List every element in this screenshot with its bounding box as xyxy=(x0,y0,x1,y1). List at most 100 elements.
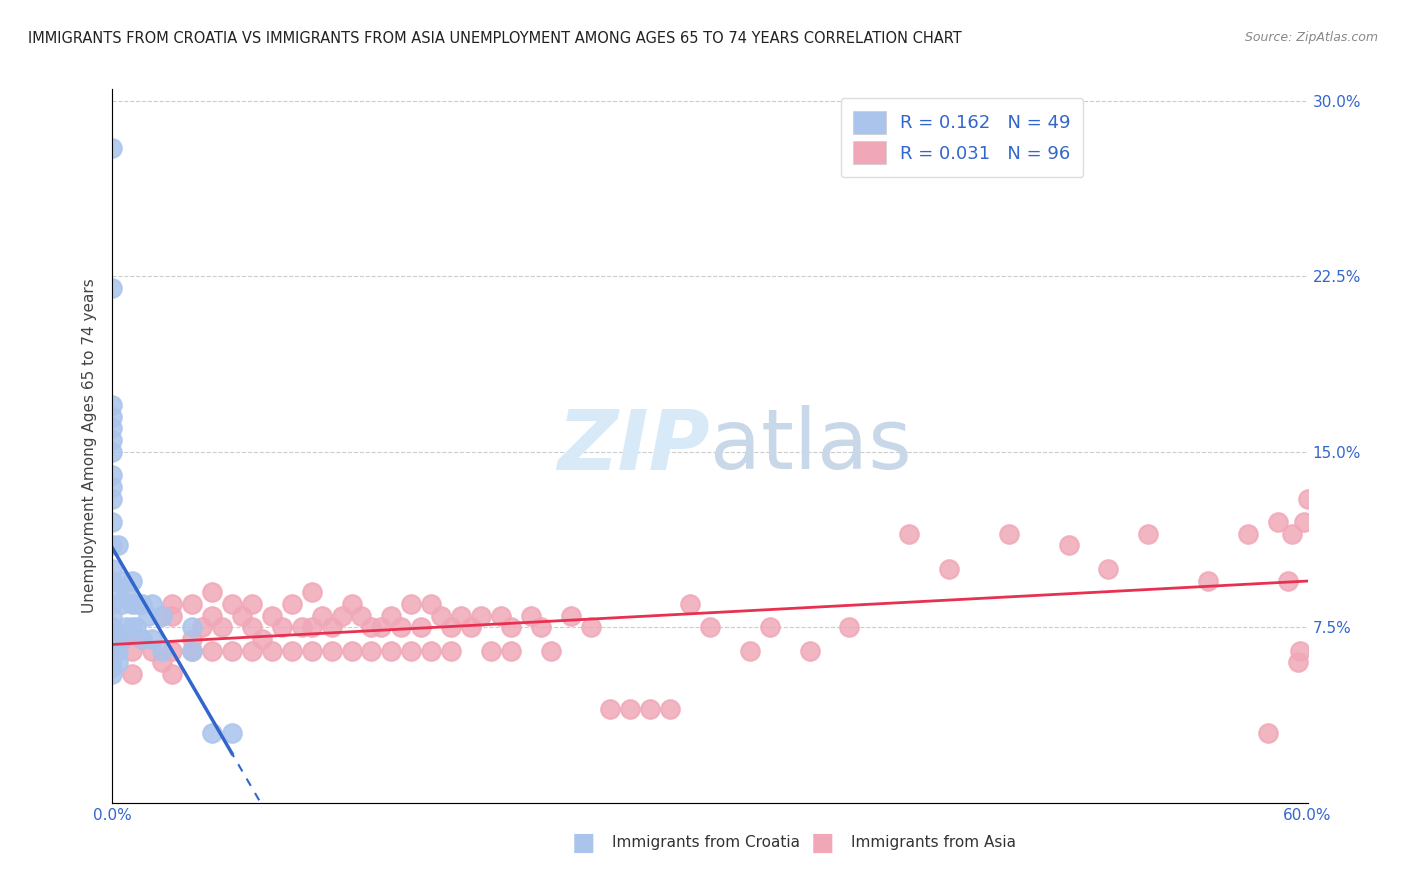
Point xyxy=(211,620,233,634)
Text: ■: ■ xyxy=(811,831,834,855)
Point xyxy=(121,667,143,681)
Point xyxy=(201,608,224,623)
Point xyxy=(499,620,522,634)
Point xyxy=(470,608,492,623)
Point xyxy=(311,608,333,623)
Point xyxy=(321,620,343,634)
Point xyxy=(998,526,1021,541)
Point xyxy=(401,644,423,658)
Point xyxy=(111,632,134,646)
Point xyxy=(638,702,662,716)
Point xyxy=(101,574,124,588)
Point xyxy=(330,608,353,623)
Point xyxy=(101,627,124,641)
Point xyxy=(121,597,143,611)
Point xyxy=(107,585,129,599)
Point xyxy=(141,597,163,611)
Point xyxy=(1286,656,1309,670)
Point xyxy=(1237,526,1260,541)
Point xyxy=(101,433,124,447)
Point xyxy=(101,409,124,424)
Point xyxy=(699,620,721,634)
Point xyxy=(150,656,173,670)
Text: Source: ZipAtlas.com: Source: ZipAtlas.com xyxy=(1244,31,1378,45)
Point xyxy=(101,491,124,506)
Point xyxy=(115,585,138,599)
Point xyxy=(150,644,173,658)
Point xyxy=(898,526,921,541)
Point xyxy=(107,644,129,658)
Point xyxy=(520,608,543,623)
Point xyxy=(101,597,124,611)
Legend: R = 0.162   N = 49, R = 0.031   N = 96: R = 0.162 N = 49, R = 0.031 N = 96 xyxy=(841,98,1084,178)
Point xyxy=(838,620,860,634)
Point xyxy=(281,597,304,611)
Point xyxy=(440,644,463,658)
Point xyxy=(430,608,453,623)
Point xyxy=(201,644,224,658)
Point xyxy=(679,597,702,611)
Point xyxy=(579,620,602,634)
Point xyxy=(240,597,263,611)
Point xyxy=(799,644,821,658)
Point xyxy=(360,620,382,634)
Point xyxy=(162,644,183,658)
Point xyxy=(1277,574,1299,588)
Point xyxy=(738,644,761,658)
Point xyxy=(131,632,153,646)
Point xyxy=(380,608,402,623)
Point xyxy=(107,632,129,646)
Point xyxy=(181,632,204,646)
Text: ZIP: ZIP xyxy=(557,406,710,486)
Point xyxy=(101,468,124,483)
Point xyxy=(221,725,243,739)
Point xyxy=(270,620,292,634)
Point xyxy=(420,644,443,658)
Point xyxy=(370,620,392,634)
Text: atlas: atlas xyxy=(710,406,911,486)
Point xyxy=(101,667,124,681)
Point xyxy=(499,644,522,658)
Point xyxy=(411,620,433,634)
Point xyxy=(101,637,124,651)
Point xyxy=(125,597,148,611)
Point xyxy=(489,608,512,623)
Point xyxy=(240,644,263,658)
Point xyxy=(191,620,214,634)
Point xyxy=(107,538,129,552)
Point xyxy=(250,632,273,646)
Point xyxy=(181,620,204,634)
Point xyxy=(221,644,243,658)
Point xyxy=(201,585,224,599)
Point xyxy=(380,644,402,658)
Point xyxy=(450,608,472,623)
Point xyxy=(141,644,163,658)
Point xyxy=(1281,526,1303,541)
Point xyxy=(101,608,124,623)
Text: IMMIGRANTS FROM CROATIA VS IMMIGRANTS FROM ASIA UNEMPLOYMENT AMONG AGES 65 TO 74: IMMIGRANTS FROM CROATIA VS IMMIGRANTS FR… xyxy=(28,31,962,46)
Point xyxy=(281,644,304,658)
Point xyxy=(560,608,582,623)
Point xyxy=(121,644,143,658)
Point xyxy=(101,660,124,674)
Point xyxy=(231,608,253,623)
Point xyxy=(101,515,124,529)
Point xyxy=(540,644,562,658)
Point xyxy=(101,644,124,658)
Point xyxy=(340,597,363,611)
Point xyxy=(125,620,148,634)
Point xyxy=(150,608,173,623)
Point xyxy=(1057,538,1080,552)
Point xyxy=(321,644,343,658)
Point xyxy=(460,620,482,634)
Point xyxy=(1197,574,1219,588)
Point xyxy=(221,597,243,611)
Point xyxy=(131,597,153,611)
Point xyxy=(101,620,124,634)
Point xyxy=(181,597,204,611)
Point xyxy=(1288,644,1310,658)
Point xyxy=(201,725,224,739)
Point xyxy=(240,620,263,634)
Point xyxy=(260,608,283,623)
Point xyxy=(1267,515,1289,529)
